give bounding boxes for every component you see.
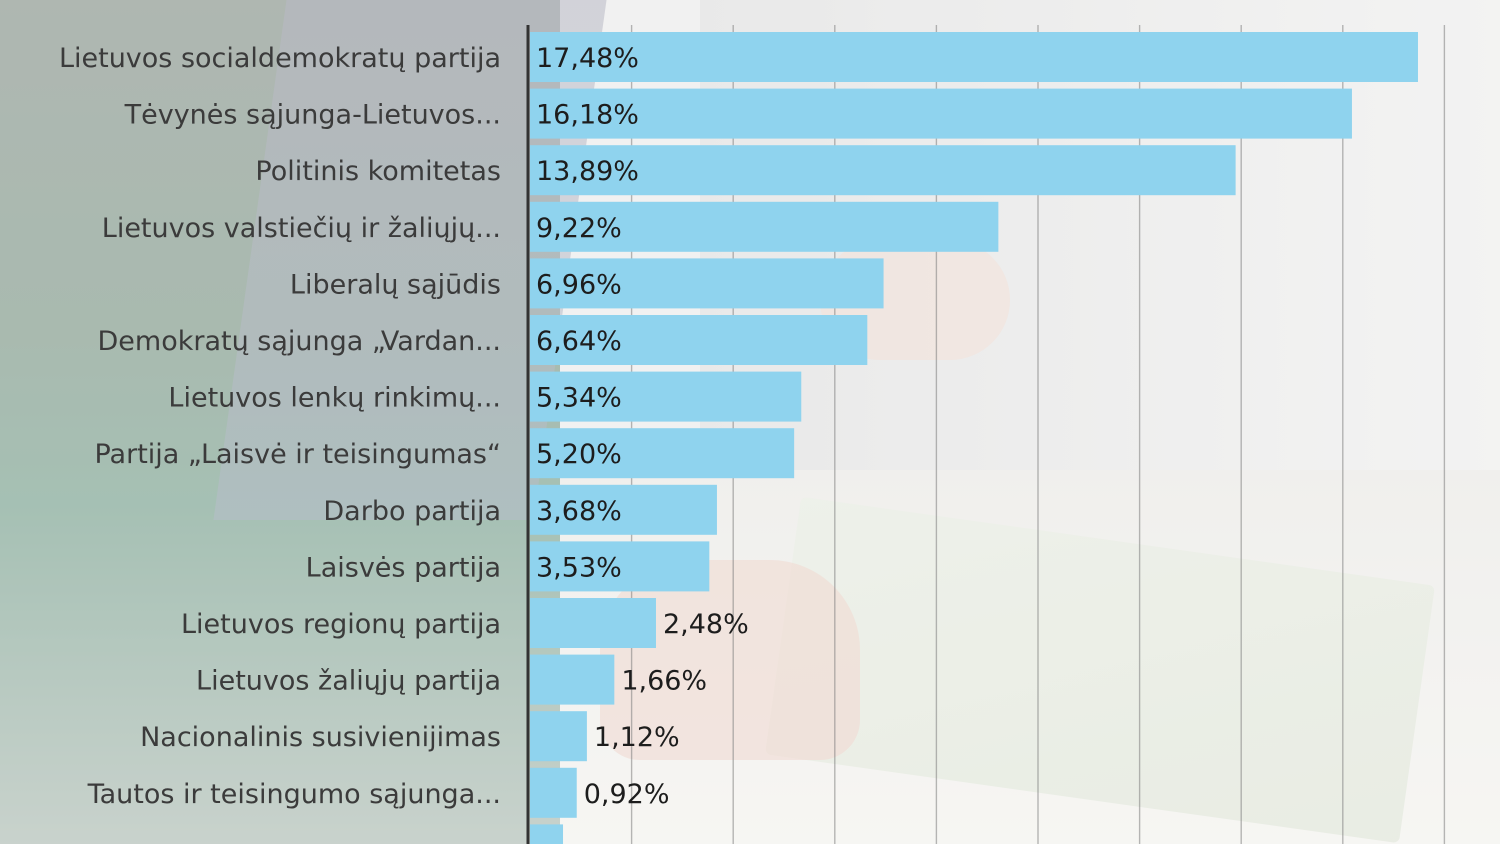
value-labels: 17,48% 16,18% 13,89% 9,22% 6,96% 6,64% 5,34% 5,… bbox=[536, 43, 749, 810]
category-label: Demokratų sąjunga „Vardan... bbox=[97, 326, 501, 357]
category-label: Tėvynės sąjunga-Lietuvos... bbox=[124, 100, 501, 131]
bar bbox=[530, 598, 656, 648]
category-label: Tautos ir teisingumo sąjunga... bbox=[87, 779, 501, 810]
bar bbox=[530, 88, 1352, 139]
value-label: 6,64% bbox=[536, 326, 622, 357]
bar bbox=[530, 767, 577, 818]
category-label: Lietuvos socialdemokratų partija bbox=[59, 43, 501, 74]
bar bbox=[530, 541, 710, 592]
bar bbox=[530, 258, 884, 309]
category-labels: Lietuvos socialdemokratų partija Tėvynės … bbox=[59, 43, 501, 810]
category-label: Lietuvos žaliųjų partija bbox=[196, 666, 501, 697]
category-label: Nacionalinis susivienijimas bbox=[140, 722, 501, 753]
value-label: 6,96% bbox=[536, 269, 622, 300]
value-label: 3,53% bbox=[536, 552, 622, 583]
bar bbox=[530, 654, 615, 705]
bar bbox=[530, 428, 795, 479]
bar bbox=[530, 32, 1418, 82]
value-label: 9,22% bbox=[536, 213, 622, 244]
value-label: 3,68% bbox=[536, 496, 622, 527]
value-label: 5,34% bbox=[536, 383, 622, 414]
bar bbox=[530, 711, 587, 762]
category-label: Lietuvos lenkų rinkimų... bbox=[168, 383, 501, 414]
bar bbox=[530, 371, 802, 422]
bar bbox=[530, 315, 868, 365]
bar bbox=[530, 824, 564, 844]
value-label: 0,92% bbox=[584, 779, 670, 810]
value-label: 1,12% bbox=[594, 722, 680, 753]
value-label: 2,48% bbox=[663, 609, 749, 640]
category-label: Partija „Laisvė ir teisingumas“ bbox=[94, 439, 501, 470]
category-label: Liberalų sąjūdis bbox=[290, 269, 501, 300]
value-label: 5,20% bbox=[536, 439, 622, 470]
bar bbox=[530, 484, 717, 535]
category-label: Lietuvos regionų partija bbox=[181, 609, 501, 640]
bars bbox=[530, 32, 1418, 844]
value-label: 17,48% bbox=[536, 43, 639, 74]
bar bbox=[530, 201, 999, 252]
category-label: Laisvės partija bbox=[306, 552, 501, 583]
value-label: 1,66% bbox=[621, 666, 707, 697]
bar bbox=[530, 145, 1236, 196]
category-label: Darbo partija bbox=[323, 496, 501, 527]
category-label: Lietuvos valstiečių ir žaliųjų... bbox=[102, 213, 501, 244]
value-label: 16,18% bbox=[536, 100, 639, 131]
category-label: Politinis komitetas bbox=[255, 156, 501, 187]
value-label: 13,89% bbox=[536, 156, 639, 187]
